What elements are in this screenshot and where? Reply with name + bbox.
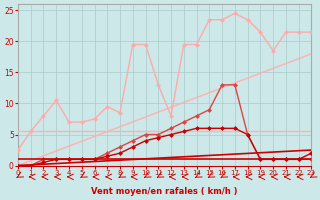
X-axis label: Vent moyen/en rafales ( km/h ): Vent moyen/en rafales ( km/h )	[92, 187, 238, 196]
